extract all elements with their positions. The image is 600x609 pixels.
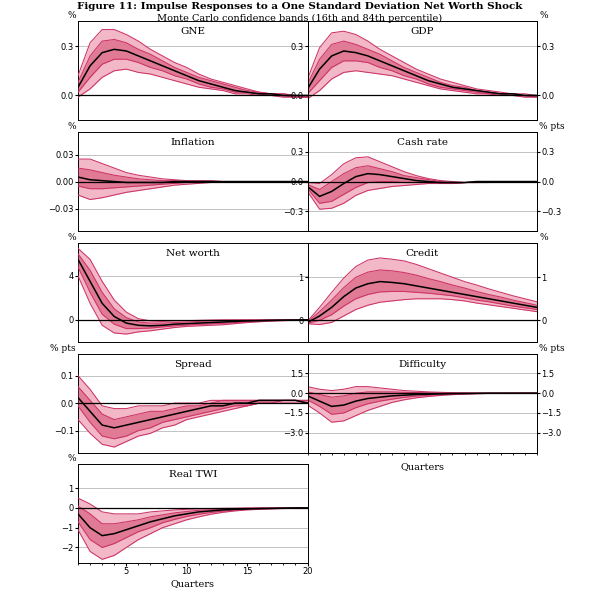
Text: %: % [67, 233, 76, 242]
Text: Figure 11: Impulse Responses to a One Standard Deviation Net Worth Shock: Figure 11: Impulse Responses to a One St… [77, 2, 523, 11]
Text: % pts: % pts [539, 122, 565, 131]
Text: Spread: Spread [174, 359, 212, 368]
X-axis label: Quarters: Quarters [171, 579, 215, 588]
Text: %: % [67, 12, 76, 20]
Text: Monte Carlo confidence bands (16th and 84th percentile): Monte Carlo confidence bands (16th and 8… [157, 13, 443, 23]
Text: %: % [539, 12, 548, 20]
Text: GDP: GDP [410, 27, 434, 37]
Text: Difficulty: Difficulty [398, 359, 446, 368]
Text: % pts: % pts [539, 343, 565, 353]
Text: % pts: % pts [50, 343, 76, 353]
Text: Real TWI: Real TWI [169, 470, 217, 479]
Text: Inflation: Inflation [170, 138, 215, 147]
Text: GNE: GNE [180, 27, 205, 37]
Text: Cash rate: Cash rate [397, 138, 448, 147]
Text: %: % [539, 233, 548, 242]
Text: Net worth: Net worth [166, 249, 220, 258]
Text: %: % [67, 122, 76, 131]
Text: %: % [67, 454, 76, 463]
Text: Credit: Credit [406, 249, 439, 258]
X-axis label: Quarters: Quarters [400, 462, 444, 471]
